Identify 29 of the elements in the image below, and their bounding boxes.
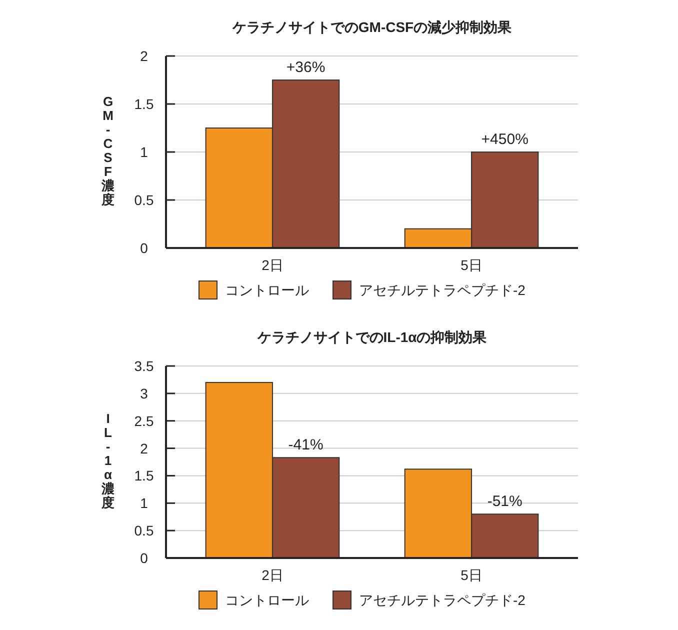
legend-label: コントロール — [225, 592, 309, 608]
y-tick-label: 0.5 — [134, 192, 154, 208]
y-tick-label: 0 — [140, 550, 148, 566]
y-tick-label: 1 — [140, 495, 148, 512]
x-tick-label: 2日 — [262, 567, 284, 583]
y-tick-label: 0 — [140, 240, 148, 256]
y-tick-label: 3.5 — [134, 358, 154, 374]
y-tick-label: 2.5 — [134, 412, 154, 429]
y-axis-title: IL-1α濃度 — [100, 411, 114, 510]
x-tick-label: 5日 — [460, 567, 482, 583]
annotation: -51% — [487, 493, 522, 510]
x-tick-label: 2日 — [262, 257, 284, 273]
y-tick-label: 2 — [140, 440, 148, 456]
y-tick-label: 1.5 — [134, 468, 154, 484]
y-axis-title: GM-CSF濃度 — [100, 94, 114, 207]
y-tick-label: 1.5 — [134, 96, 154, 112]
annotation: -41% — [288, 436, 324, 454]
chart-title: ケラチノサイトでのIL-1αの抑制効果 — [256, 329, 488, 345]
legend-label: コントロール — [225, 282, 309, 298]
annotation: +450% — [481, 131, 528, 148]
legend-label: アセチルテトラペプチド-2 — [359, 282, 526, 298]
x-tick-label: 5日 — [460, 257, 482, 273]
y-tick-label: 2 — [140, 48, 148, 64]
y-tick-label: 3 — [140, 385, 148, 402]
chart-title: ケラチノサイトでのGM-CSFの減少抑制効果 — [231, 19, 513, 35]
y-tick-label: 1 — [140, 144, 148, 160]
legend-label: アセチルテトラペプチド-2 — [359, 592, 526, 608]
y-tick-label: 0.5 — [134, 522, 154, 539]
annotation: +36% — [286, 59, 326, 76]
